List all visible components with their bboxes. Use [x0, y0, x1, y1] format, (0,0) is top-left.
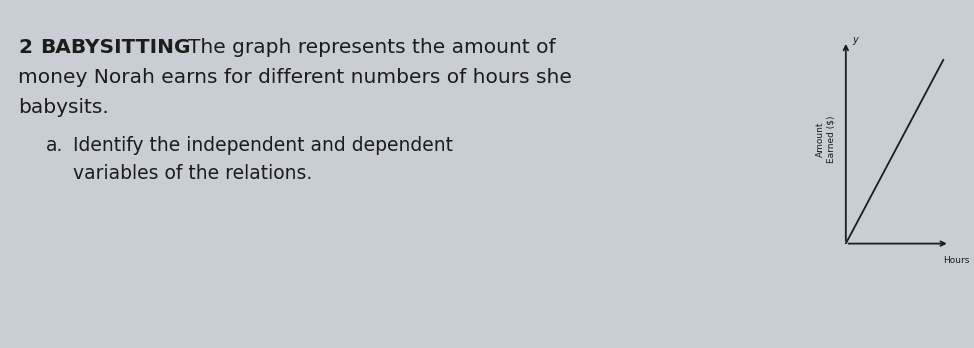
Text: a.: a. — [46, 136, 63, 155]
Text: y: y — [852, 35, 857, 45]
Text: Amount
Earned ($): Amount Earned ($) — [816, 116, 836, 163]
Text: Hours: Hours — [943, 256, 969, 265]
Text: The graph represents the amount of: The graph represents the amount of — [188, 38, 555, 57]
Text: babysits.: babysits. — [18, 98, 109, 117]
Text: money Norah earns for different numbers of hours she: money Norah earns for different numbers … — [18, 68, 572, 87]
Text: BABYSITTING: BABYSITTING — [40, 38, 191, 57]
Text: variables of the relations.: variables of the relations. — [73, 164, 313, 183]
Text: 2: 2 — [18, 38, 32, 57]
Text: Identify the independent and dependent: Identify the independent and dependent — [73, 136, 453, 155]
